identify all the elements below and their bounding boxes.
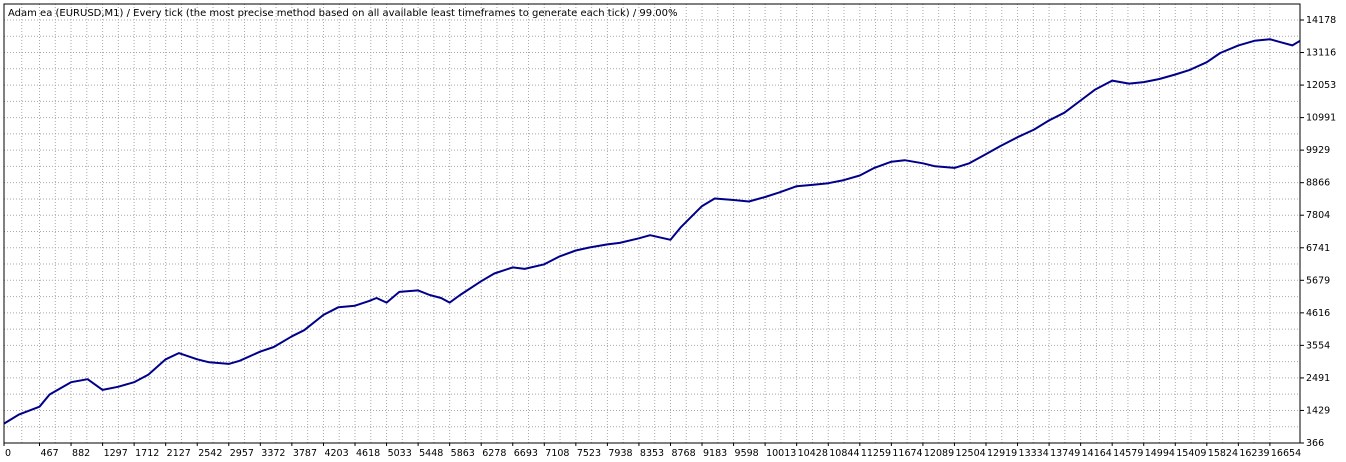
x-tick-label: 5863 (451, 448, 475, 459)
x-tick-label: 12919 (987, 448, 1017, 459)
x-tick-label: 5033 (388, 448, 412, 459)
y-tick-label: 12053 (1306, 80, 1336, 91)
x-tick-label: 1297 (104, 448, 128, 459)
x-tick-label: 15824 (1208, 448, 1238, 459)
x-tick-label: 8353 (640, 448, 664, 459)
y-tick-label: 4616 (1306, 308, 1330, 319)
x-tick-label: 14994 (1145, 448, 1175, 459)
series-lines (3, 38, 1301, 425)
x-axis-ticks: 0 467 882 1297 1712 2127 2542 2957 3372 3787 4203 4… (3, 443, 1301, 459)
y-tick-label: 3554 (1306, 340, 1330, 351)
x-tick-label: 3372 (261, 448, 285, 459)
x-tick-label: 10013 (766, 448, 796, 459)
y-axis-ticks: 366 1429 2491 3554 4616 5679 6741 7804 8866 9929 1… (1300, 15, 1336, 449)
x-tick-label: 11674 (892, 448, 922, 459)
x-tick-label: 16654 (1271, 448, 1301, 459)
y-tick-label: 5679 (1306, 275, 1330, 286)
x-tick-label: 2957 (230, 448, 254, 459)
chart-title: Adam ea (EURUSD,M1) / Every tick (the mo… (8, 8, 678, 19)
y-tick-label: 7804 (1306, 210, 1330, 221)
y-tick-label: 6741 (1306, 243, 1330, 254)
y-tick-label: 13116 (1306, 48, 1336, 59)
x-tick-label: 7108 (545, 448, 569, 459)
equity-line (3, 38, 1301, 425)
y-tick-label: 2491 (1306, 373, 1330, 384)
x-tick-label: 10428 (798, 448, 828, 459)
x-tick-label: 882 (72, 448, 90, 459)
y-tick-label: 366 (1306, 438, 1324, 449)
x-tick-label: 2542 (198, 448, 222, 459)
y-tick-label: 1429 (1306, 405, 1330, 416)
x-tick-label: 13749 (1050, 448, 1080, 459)
x-tick-label: 2127 (167, 448, 191, 459)
x-tick-label: 1712 (135, 448, 159, 459)
x-tick-label: 5448 (419, 448, 443, 459)
x-tick-label: 14579 (1113, 448, 1143, 459)
x-tick-label: 467 (40, 448, 58, 459)
x-tick-label: 11259 (861, 448, 891, 459)
x-tick-label: 15409 (1176, 448, 1206, 459)
x-tick-label: 7938 (608, 448, 632, 459)
y-tick-label: 8866 (1306, 178, 1330, 189)
x-tick-label: 6278 (482, 448, 506, 459)
y-tick-label: 9929 (1306, 145, 1330, 156)
x-tick-label: 8768 (671, 448, 695, 459)
grid-lines (3, 4, 1300, 444)
x-tick-label: 4618 (356, 448, 380, 459)
plot-frame (3, 3, 1301, 444)
x-tick-label: 13334 (1019, 448, 1049, 459)
x-tick-label: 7523 (577, 448, 601, 459)
x-tick-label: 14164 (1082, 448, 1112, 459)
x-tick-label: 9183 (703, 448, 727, 459)
x-tick-label: 12089 (924, 448, 954, 459)
x-tick-label: 0 (5, 448, 11, 459)
x-tick-label: 6693 (514, 448, 538, 459)
x-tick-label: 16239 (1239, 448, 1269, 459)
x-tick-label: 10844 (829, 448, 859, 459)
x-tick-label: 12504 (955, 448, 985, 459)
y-tick-label: 10991 (1306, 113, 1336, 124)
x-tick-label: 9598 (735, 448, 759, 459)
x-tick-label: 4203 (324, 448, 348, 459)
x-tick-label: 3787 (293, 448, 317, 459)
y-tick-label: 14178 (1306, 15, 1336, 26)
